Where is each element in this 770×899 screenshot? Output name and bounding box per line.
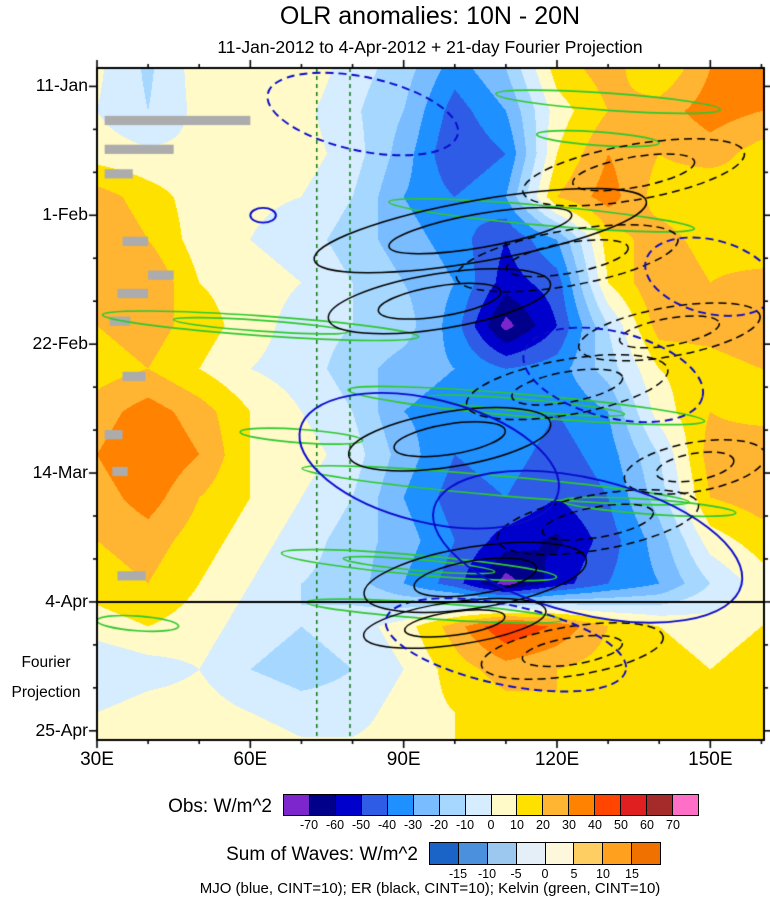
colorbar-tick-label: -40 [377,818,397,832]
y-axis-tick-label: 14-Mar [32,462,88,483]
legend-caption: MJO (blue, CINT=10); ER (black, CINT=10)… [199,880,661,897]
colorbar-tick-label: 5 [570,867,578,881]
y-axis-tick-label: 25-Apr [35,719,88,740]
colorbar-segment [543,795,570,815]
colorbar-segment [545,843,575,864]
obs-colorbar-label: Obs: W/m^2 [168,796,272,817]
x-axis-tick-label: 120E [534,749,580,770]
colorbar-tick-label: 15 [625,867,639,881]
colorbar-segment [517,795,544,815]
colorbar-segment [430,843,459,864]
fourier-projection-line1: Fourier [21,654,71,671]
colorbar-tick-label: -10 [455,818,475,832]
y-axis-tick-label: 1-Feb [42,204,88,225]
colorbar-segment [387,795,414,815]
fourier-projection-label: Fourier Projection [2,648,90,708]
colorbar-tick-label: -15 [448,867,468,881]
colorbar-segment [458,843,488,864]
colorbar-tick-label: 70 [666,818,680,832]
colorbar-tick-label: -50 [351,818,371,832]
colorbar-tick-label: -10 [477,867,497,881]
colorbar-tick-label: -70 [299,818,319,832]
colorbar-tick-label: -5 [510,867,522,881]
x-axis-tick-label: 150E [688,749,733,770]
waves-colorbar-label: Sum of Waves: W/m^2 [226,844,418,865]
colorbar-segment [595,795,622,815]
colorbar-segment [603,843,633,864]
colorbar-tick-label: 40 [588,818,602,832]
colorbar-tick-label: 10 [596,867,610,881]
colorbar-tick-label: 10 [510,818,524,832]
x-axis-tick-label: 30E [80,749,114,770]
colorbar-segment [673,795,698,815]
colorbar-segment [574,843,604,864]
colorbar-segment [439,795,466,815]
y-axis-tick-label: 4-Apr [45,590,88,611]
colorbar-tick-label: 60 [640,818,654,832]
colorbar-segment [465,795,492,815]
colorbar-segment [309,795,336,815]
colorbar-tick-label: 30 [562,818,576,832]
colorbar-tick-label: -20 [429,818,449,832]
colorbar-segment [621,795,648,815]
figure-title: OLR anomalies: 10N - 20N [279,2,581,30]
colorbar-segment [647,795,674,815]
x-axis-tick-label: 60E [233,749,268,770]
colorbar-segment [335,795,362,815]
colorbar-segment [516,843,546,864]
waves-colorbar [429,842,661,865]
x-axis-tick-label: 90E [386,749,421,770]
colorbar-segment [284,795,310,815]
colorbar-segment [487,843,517,864]
colorbar-segment [361,795,388,815]
figure-subtitle: 11-Jan-2012 to 4-Apr-2012 + 21-day Fouri… [217,37,643,57]
obs-colorbar [283,794,699,816]
colorbar-segment [491,795,518,815]
colorbar-segment [569,795,596,815]
y-axis-tick-label: 22-Feb [32,333,88,354]
colorbar-tick-label: -60 [325,818,345,832]
colorbar-segment [632,843,660,864]
colorbar-tick-label: -30 [403,818,423,832]
colorbar-tick-label: 20 [536,818,550,832]
colorbar-segment [413,795,440,815]
fourier-projection-line2: Projection [11,684,81,701]
colorbar-tick-label: 50 [614,818,628,832]
colorbar-tick-label: 0 [487,818,495,832]
y-axis-tick-label: 11-Jan [35,75,88,96]
colorbar-tick-label: 0 [541,867,549,881]
